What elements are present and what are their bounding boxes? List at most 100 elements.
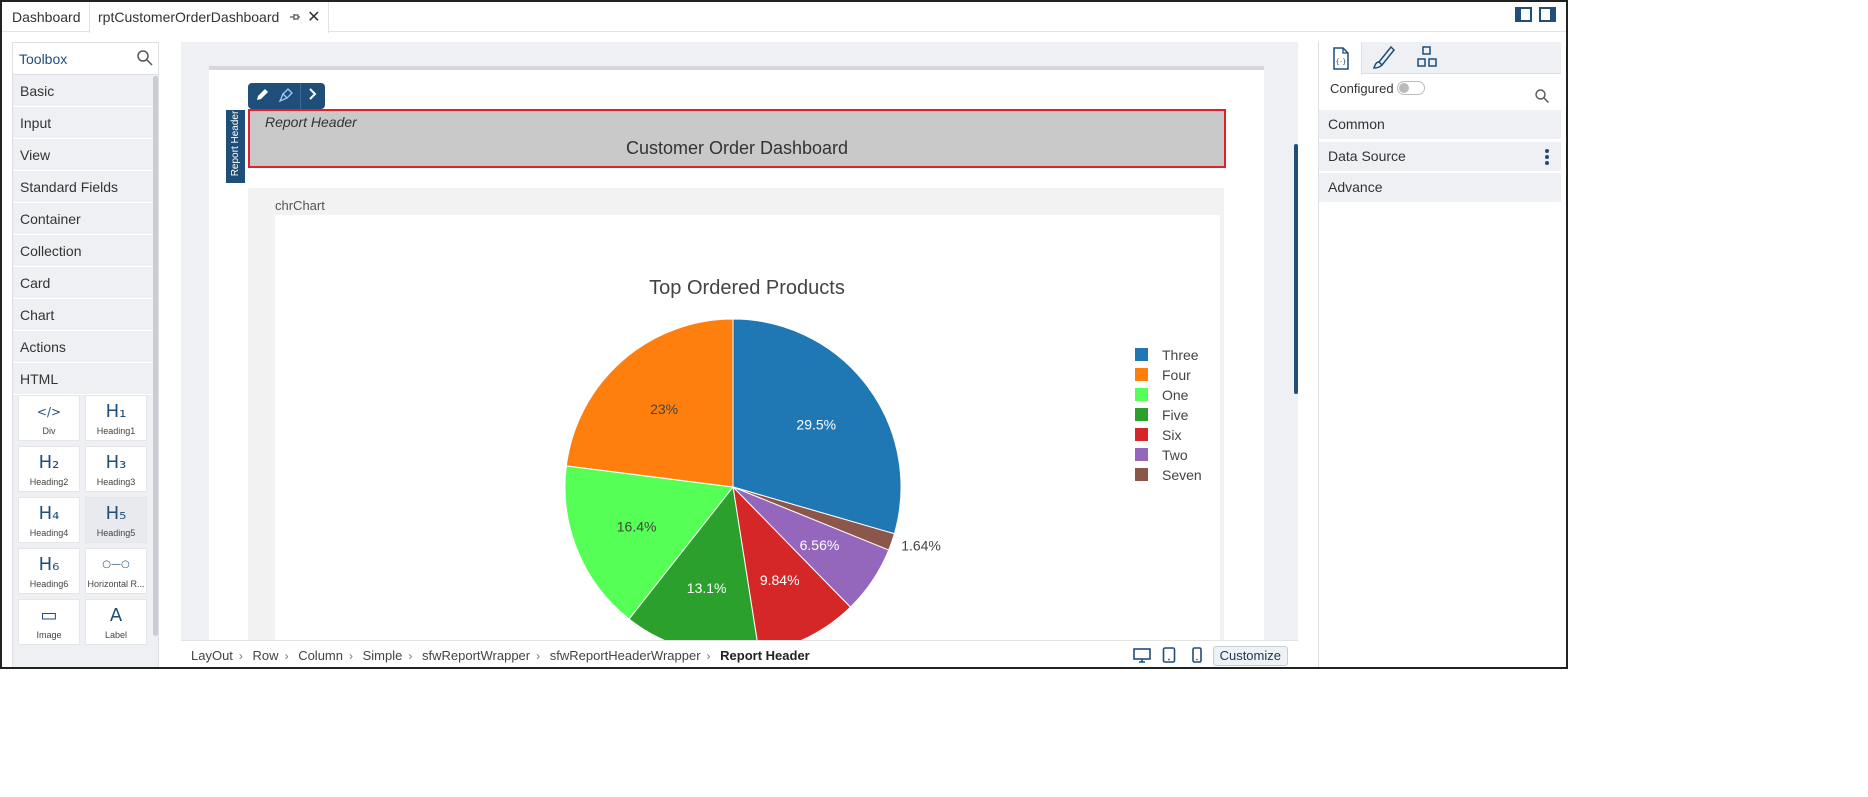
legend-label-seven[interactable]: Seven [1162,467,1202,483]
breadcrumb-item[interactable]: sfwReportHeaderWrapper [549,648,701,663]
legend-swatch-three[interactable] [1135,348,1148,361]
pie-label-two: 6.56% [800,537,840,553]
legend-label-two[interactable]: Two [1162,447,1188,463]
legend-label-six[interactable]: Six [1162,427,1181,443]
close-icon[interactable]: ✕ [307,9,321,26]
toolbox-category-chart[interactable]: Chart [13,299,158,331]
pie-slice-four[interactable] [565,318,734,488]
tab-layout[interactable] [1405,42,1448,74]
pie-slice-one[interactable] [564,465,734,620]
toolbox-category-view[interactable]: View [13,139,158,171]
report-header-side-tag[interactable]: Report Header [226,110,245,183]
toolbox-category-actions[interactable]: Actions [13,331,158,363]
widget-image[interactable]: ▭ Image [18,599,80,645]
report-header-band[interactable]: Report Header Customer Order Dashboard [248,109,1226,168]
widget-label[interactable]: A Label [85,599,147,645]
section-common[interactable]: Common [1319,110,1561,139]
toolbox-scrollbar[interactable] [153,76,158,636]
legend-label-four[interactable]: Four [1162,367,1191,383]
legend-label-three[interactable]: Three [1162,347,1199,363]
breadcrumb-item[interactable]: Column [298,648,343,663]
toolbox-panel: Toolbox Basic Input View Standard Fields… [12,42,159,667]
report-header-label: Report Header [265,114,357,130]
tab-label: Dashboard [12,9,81,25]
canvas-scrollbar[interactable] [1294,144,1298,394]
clean-brush-icon[interactable] [277,87,295,105]
breadcrumb: LayOut › Row › Column › Simple › sfwReportWr… [191,648,810,663]
heading5-icon: H₅ [105,503,127,524]
widget-horizontal-rule[interactable]: ○—○ Horizontal R... [85,548,147,594]
toolbox-header: Toolbox [13,43,158,75]
more-options-icon[interactable] [1545,149,1549,165]
legend-label-five[interactable]: Five [1162,407,1189,423]
toolbox-category-basic[interactable]: Basic [13,75,158,107]
legend-swatch-six[interactable] [1135,428,1148,441]
tab-dashboard[interactable]: Dashboard [4,2,89,32]
search-icon[interactable] [1534,88,1550,104]
breadcrumb-item[interactable]: Simple [362,648,403,663]
toolbox-category-card[interactable]: Card [13,267,158,299]
widget-heading4[interactable]: H₄ Heading4 [18,497,80,543]
mobile-icon[interactable] [1192,647,1208,663]
legend-swatch-two[interactable] [1135,448,1148,461]
toggle-right-panel-icon[interactable] [1539,7,1556,22]
chevron-right-icon: › [238,649,243,663]
legend-swatch-four[interactable] [1135,368,1148,381]
widget-label: Heading2 [29,477,69,487]
document-tab-bar: Dashboard rptCustomerOrderDashboard ✕ [2,2,1566,33]
section-label: Common [1328,116,1385,132]
breadcrumb-item[interactable]: LayOut [191,648,233,663]
tablet-icon[interactable] [1162,647,1178,663]
toolbox-category-collection[interactable]: Collection [13,235,158,267]
pie-label-three: 29.5% [796,416,836,432]
device-preview-toggles [1123,647,1208,666]
tab-style[interactable] [1362,42,1405,74]
chart-component[interactable]: chrChart Top Ordered Products 29.5% 1.64%… [248,188,1224,655]
search-icon[interactable] [136,49,154,67]
widget-heading2[interactable]: H₂ Heading2 [18,446,80,492]
chevron-right-icon: › [284,649,289,663]
widget-heading5[interactable]: H₅ Heading5 [85,497,147,543]
widget-heading6[interactable]: H₆ Heading6 [18,548,80,594]
widget-heading1[interactable]: H₁ Heading1 [85,395,147,441]
legend-label-one[interactable]: One [1162,387,1189,403]
report-title: Customer Order Dashboard [625,138,849,158]
customize-button[interactable]: Customize [1212,646,1288,666]
edit-pencil-icon[interactable] [253,87,271,105]
widget-div[interactable]: </> Div [18,395,80,441]
breadcrumb-current[interactable]: Report Header [720,648,810,663]
chevron-right-icon: › [408,649,413,663]
breadcrumb-item[interactable]: sfwReportWrapper [421,648,531,663]
toolbox-category-input[interactable]: Input [13,107,158,139]
section-advance[interactable]: Advance [1319,173,1561,202]
widget-label: Heading6 [29,579,69,589]
tab-rpt-customer-order-dashboard[interactable]: rptCustomerOrderDashboard ✕ [89,2,330,33]
label-icon: A [109,605,123,626]
toolbox-category-standard-fields[interactable]: Standard Fields [13,171,158,203]
legend-swatch-five[interactable] [1135,408,1148,421]
desktop-icon[interactable] [1132,648,1151,663]
widget-label: Image [36,630,62,640]
breadcrumb-item[interactable]: Row [252,648,279,663]
legend-swatch-one[interactable] [1135,388,1148,401]
legend-swatch-seven[interactable] [1135,468,1148,481]
pie-label-five: 13.1% [687,580,727,596]
image-icon: ▭ [40,605,58,626]
chevron-right-icon: › [348,649,353,663]
toggle-left-panel-icon[interactable] [1515,7,1533,22]
widget-heading3[interactable]: H₃ Heading3 [85,446,147,492]
section-data-source[interactable]: Data Source [1319,142,1561,171]
configured-toggle[interactable] [1397,81,1425,95]
chevron-right-icon: › [706,649,711,663]
chevron-right-icon: › [536,649,541,663]
pin-icon[interactable] [289,3,301,33]
chevron-right-icon[interactable] [304,87,322,105]
tab-properties[interactable]: {·} [1319,42,1362,75]
widget-label: Div [42,426,56,436]
widget-label: Horizontal R... [87,579,145,589]
toolbox-category-container[interactable]: Container [13,203,158,235]
toolbox-category-html[interactable]: HTML [13,363,158,395]
pie-slice-three[interactable] [732,318,902,535]
configured-label: Configured [1330,81,1394,96]
section-label: Advance [1328,179,1383,195]
